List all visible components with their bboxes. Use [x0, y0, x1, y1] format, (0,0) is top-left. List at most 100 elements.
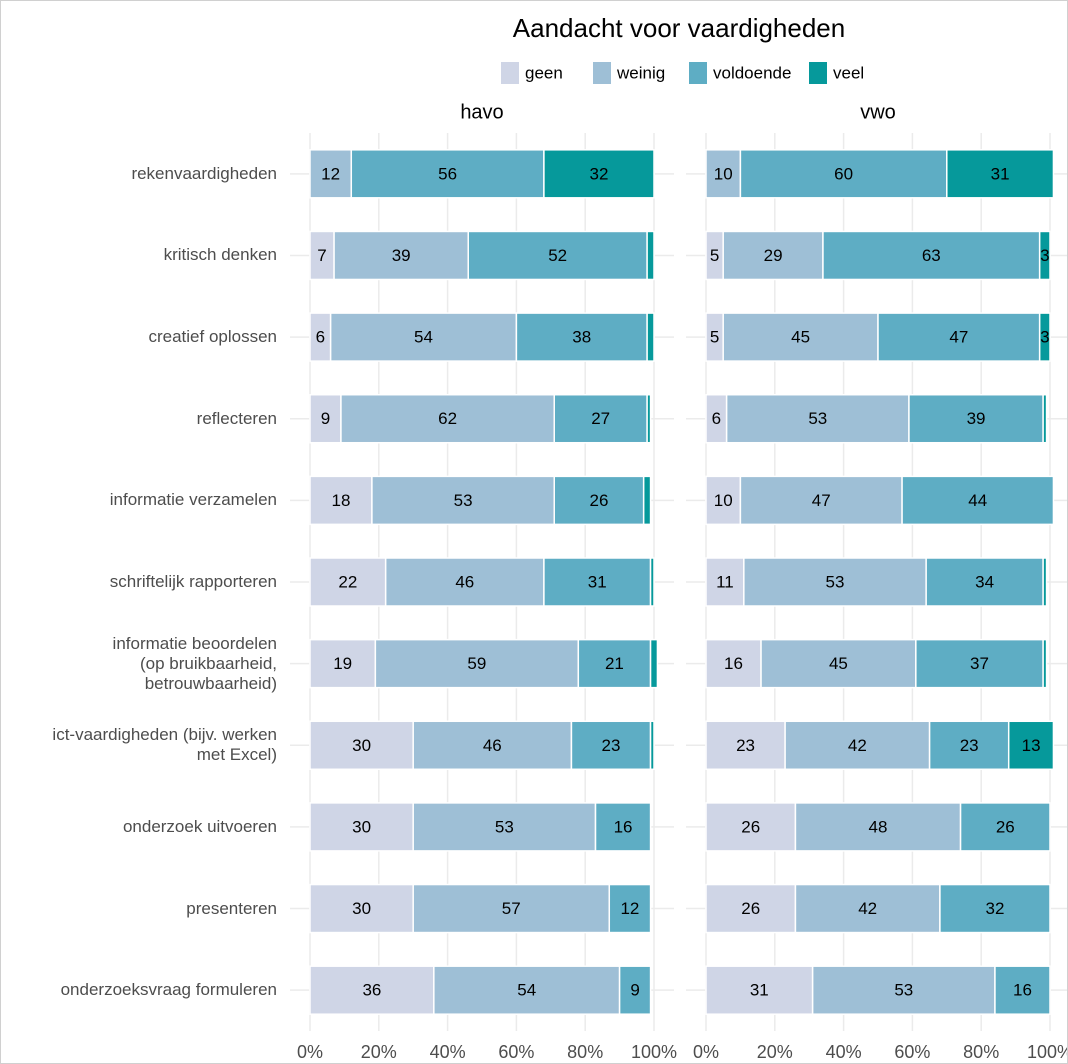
bar-segment — [467, 230, 648, 281]
bar-segment — [1042, 557, 1048, 607]
legend-swatch — [501, 62, 519, 84]
data-label: 31 — [750, 981, 769, 1000]
bar-segment — [705, 557, 745, 607]
bar-segment — [594, 802, 652, 852]
x-tick-label: 100% — [631, 1042, 677, 1062]
data-label: 59 — [467, 654, 486, 673]
bar-segment — [784, 720, 931, 771]
data-label: 26 — [741, 899, 760, 918]
data-label: 18 — [331, 491, 350, 510]
data-label: 53 — [808, 409, 827, 428]
data-label: 53 — [495, 817, 514, 836]
bar-segment — [705, 965, 814, 1015]
bar-segment — [515, 312, 648, 362]
bar-segment — [570, 720, 652, 771]
bar-segment — [309, 720, 414, 771]
category-label: creatief oplossen — [148, 327, 277, 347]
bar-segment — [309, 802, 414, 852]
x-tick-label: 0% — [693, 1042, 719, 1062]
bar-segment — [705, 638, 762, 689]
data-label: 39 — [967, 409, 986, 428]
bar-segment — [608, 883, 652, 934]
bar-segment — [618, 965, 652, 1015]
data-label: 54 — [517, 981, 536, 1000]
bar-segment — [1042, 638, 1048, 689]
data-label: 12 — [620, 899, 639, 918]
bar-segment — [577, 638, 652, 689]
data-label: 39 — [392, 246, 411, 265]
data-label: 48 — [869, 817, 888, 836]
bar-segment — [309, 638, 377, 689]
bar-segment — [794, 883, 941, 934]
x-tick-label: 40% — [430, 1042, 466, 1062]
data-label: 21 — [605, 654, 624, 673]
bar-segment — [543, 557, 652, 607]
bar-segment — [309, 965, 435, 1015]
data-label: 34 — [975, 572, 994, 591]
x-tick-label: 20% — [361, 1042, 397, 1062]
data-label: 16 — [724, 654, 743, 673]
bar-segment — [946, 149, 1055, 199]
data-label: 10 — [714, 164, 733, 183]
bar-segment — [543, 149, 655, 199]
category-label: rekenvaardigheden — [131, 163, 277, 183]
x-tick-label: 60% — [498, 1042, 534, 1062]
bar-segment — [412, 883, 611, 934]
bar-segment — [760, 638, 917, 689]
data-label: 23 — [736, 736, 755, 755]
data-label: 53 — [826, 572, 845, 591]
x-tick-label: 100% — [1027, 1042, 1067, 1062]
category-label: onderzoeksvraag formuleren — [60, 980, 277, 1000]
x-tick-label: 80% — [567, 1042, 603, 1062]
bar-segment — [333, 230, 469, 281]
bar-segment — [649, 638, 659, 689]
data-label: 5 — [710, 246, 719, 265]
data-label: 31 — [991, 164, 1010, 183]
category-label: presenteren — [186, 898, 277, 918]
bar-segment — [553, 393, 648, 444]
bar-segment — [925, 557, 1044, 607]
category-label: schriftelijk rapporteren — [109, 572, 277, 591]
bar-segment — [374, 638, 580, 689]
bar-segment — [309, 557, 387, 607]
bar-segment — [994, 965, 1051, 1015]
data-label: 52 — [548, 246, 567, 265]
data-label: 63 — [922, 246, 941, 265]
data-label: 23 — [602, 736, 621, 755]
data-label: 10 — [714, 491, 733, 510]
bar-segment — [309, 475, 373, 526]
data-label: 42 — [848, 736, 867, 755]
data-label: 13 — [1022, 736, 1041, 755]
data-label: 46 — [483, 736, 502, 755]
bar-segment — [901, 475, 1055, 526]
data-label: 26 — [589, 491, 608, 510]
data-label: 3 — [1040, 328, 1049, 347]
bar-segment — [739, 149, 948, 199]
legend-swatch — [689, 62, 707, 84]
data-label: 6 — [316, 328, 325, 347]
bar-segment — [722, 230, 824, 281]
data-label: 45 — [829, 654, 848, 673]
data-label: 16 — [614, 817, 633, 836]
data-label: 32 — [985, 899, 1004, 918]
data-label: 30 — [352, 736, 371, 755]
legend-swatch — [593, 62, 611, 84]
category-label: onderzoek uitvoeren — [122, 816, 277, 836]
bar-segment — [350, 149, 545, 199]
legend-label: voldoende — [713, 63, 791, 82]
data-label: 23 — [960, 736, 979, 755]
strip-label: vwo — [860, 101, 896, 123]
chart-title: Aandacht voor vaardigheden — [513, 13, 845, 43]
category-label: informatie beoordelen (op bruikbaarheid,… — [112, 633, 277, 693]
data-label: 12 — [321, 164, 340, 183]
bar-segment — [705, 149, 742, 199]
category-label: kritisch denken — [163, 245, 277, 265]
bar-segment — [739, 475, 903, 526]
data-label: 53 — [454, 491, 473, 510]
bar-segment — [412, 720, 573, 771]
legend-label: veel — [833, 63, 864, 82]
data-label: 36 — [362, 981, 381, 1000]
bar-segment — [649, 557, 655, 607]
bar-segment — [384, 557, 545, 607]
